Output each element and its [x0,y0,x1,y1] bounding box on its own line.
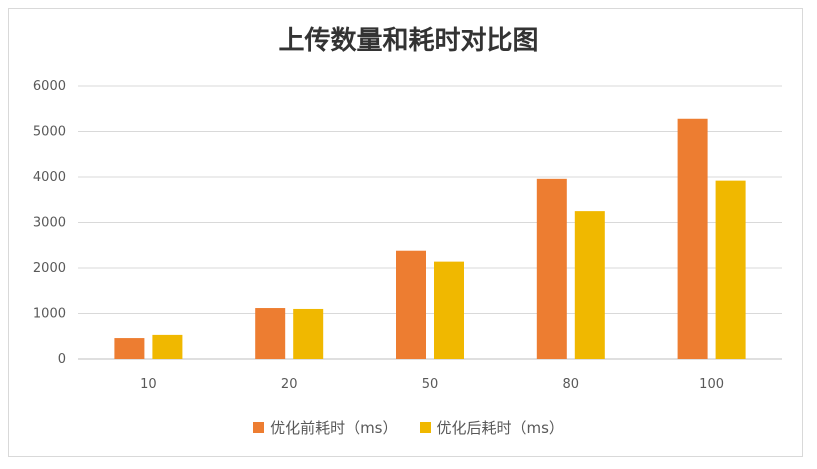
legend: 优化前耗时（ms） 优化后耗时（ms） [0,417,817,438]
gridlines [78,85,782,360]
legend-item-after: 优化后耗时（ms） [419,417,564,438]
bar-after-80 [574,211,605,359]
bar-before-100 [677,118,708,359]
bars [114,118,746,359]
legend-swatch-before [253,422,265,433]
x-axis-ticks: 10 20 50 80 100 [140,377,724,392]
x-tick-label: 20 [281,377,298,392]
legend-item-before: 优化前耗时（ms） [253,417,398,438]
y-tick-label: 3000 [33,216,66,231]
y-tick-label: 4000 [33,170,66,185]
bar-before-80 [536,178,567,359]
bar-after-100 [715,180,746,359]
y-tick-label: 0 [58,352,66,367]
y-axis-ticks: 0 1000 2000 3000 4000 5000 6000 [33,79,66,367]
bar-before-10 [114,338,145,359]
bar-before-20 [255,308,286,359]
legend-swatch-after [419,422,431,433]
x-tick-label: 80 [563,377,580,392]
bar-after-20 [293,308,324,359]
chart-frame [8,8,803,457]
bar-after-10 [152,334,183,359]
x-tick-label: 50 [422,377,439,392]
legend-label-after: 优化后耗时（ms） [436,419,564,437]
legend-label-before: 优化前耗时（ms） [270,419,398,437]
bar-before-50 [396,250,426,359]
chart-title: 上传数量和耗时对比图 [278,26,539,56]
bar-after-50 [434,261,464,359]
y-tick-label: 2000 [33,261,66,276]
x-tick-label: 10 [140,377,157,392]
y-tick-label: 6000 [33,79,66,94]
x-tick-label: 100 [699,377,724,392]
y-tick-label: 1000 [33,307,66,322]
y-tick-label: 5000 [33,125,66,140]
